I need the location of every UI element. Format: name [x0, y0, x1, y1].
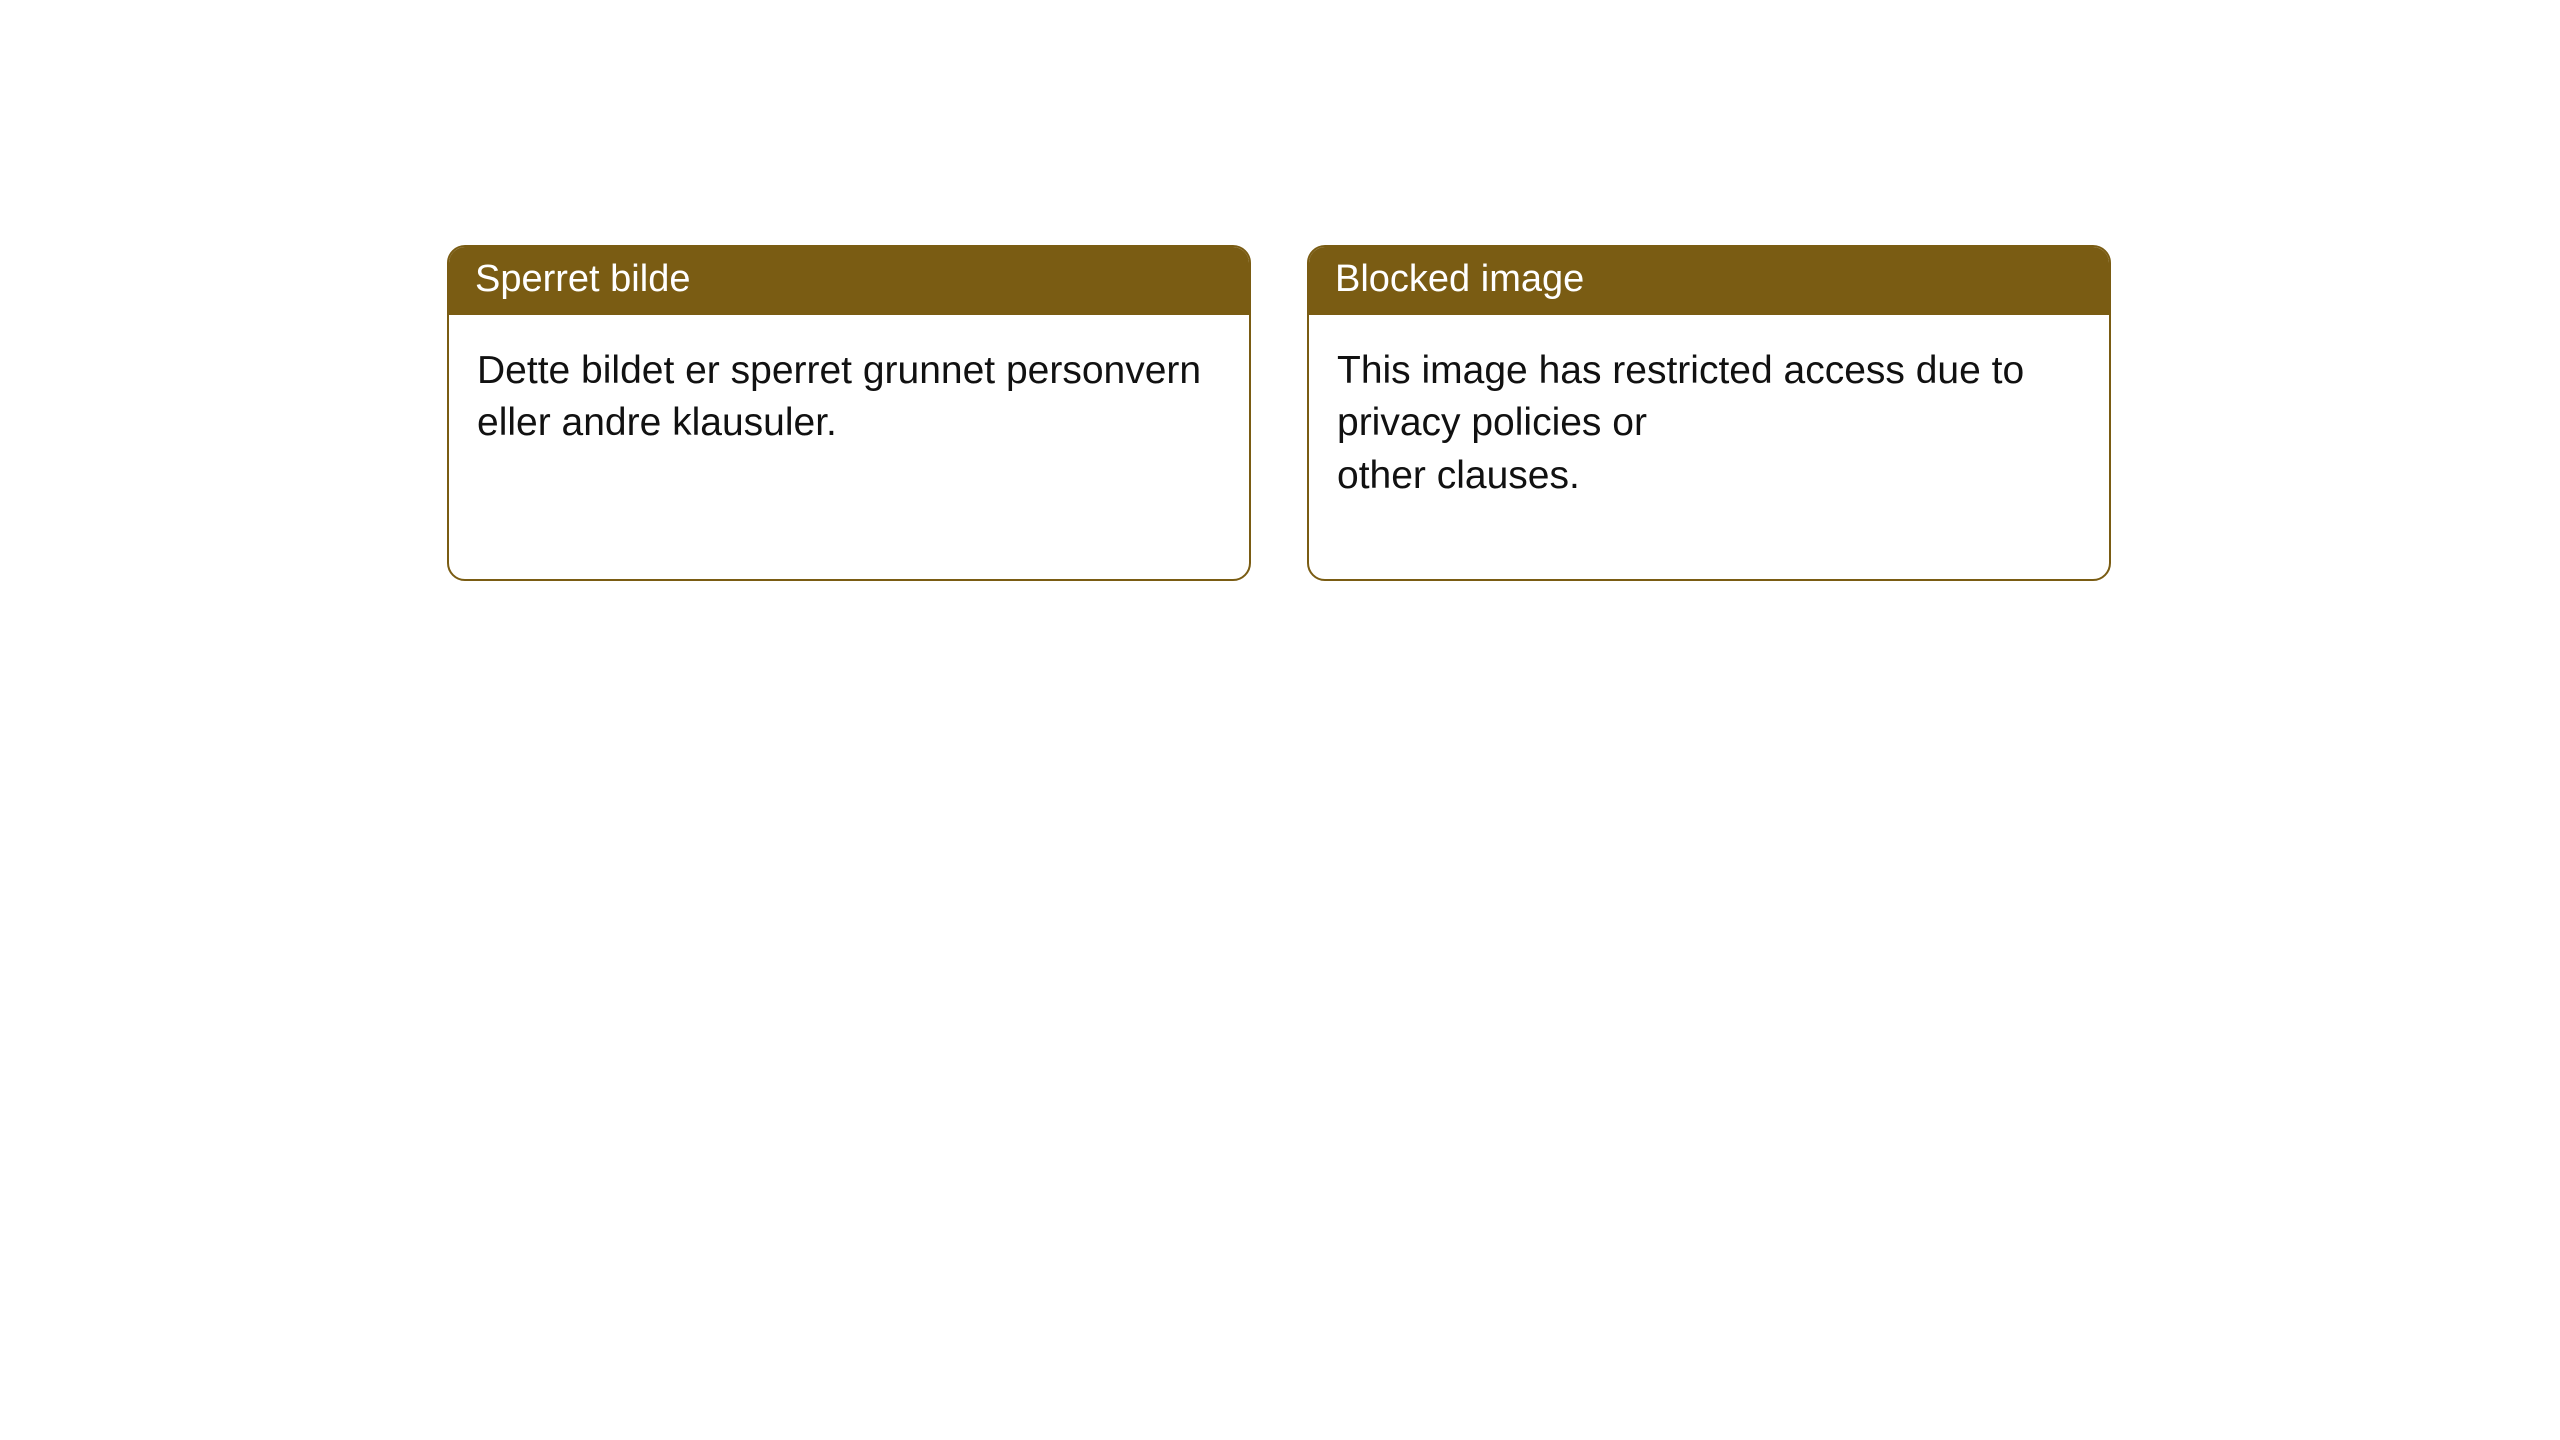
notice-card-english: Blocked image This image has restricted …	[1307, 245, 2111, 581]
notice-card-body: This image has restricted access due to …	[1309, 315, 2109, 533]
notice-cards-row: Sperret bilde Dette bildet er sperret gr…	[447, 245, 2111, 581]
notice-card-norwegian: Sperret bilde Dette bildet er sperret gr…	[447, 245, 1251, 581]
notice-card-body: Dette bildet er sperret grunnet personve…	[449, 315, 1249, 480]
notice-card-title: Sperret bilde	[449, 247, 1249, 315]
notice-card-title: Blocked image	[1309, 247, 2109, 315]
